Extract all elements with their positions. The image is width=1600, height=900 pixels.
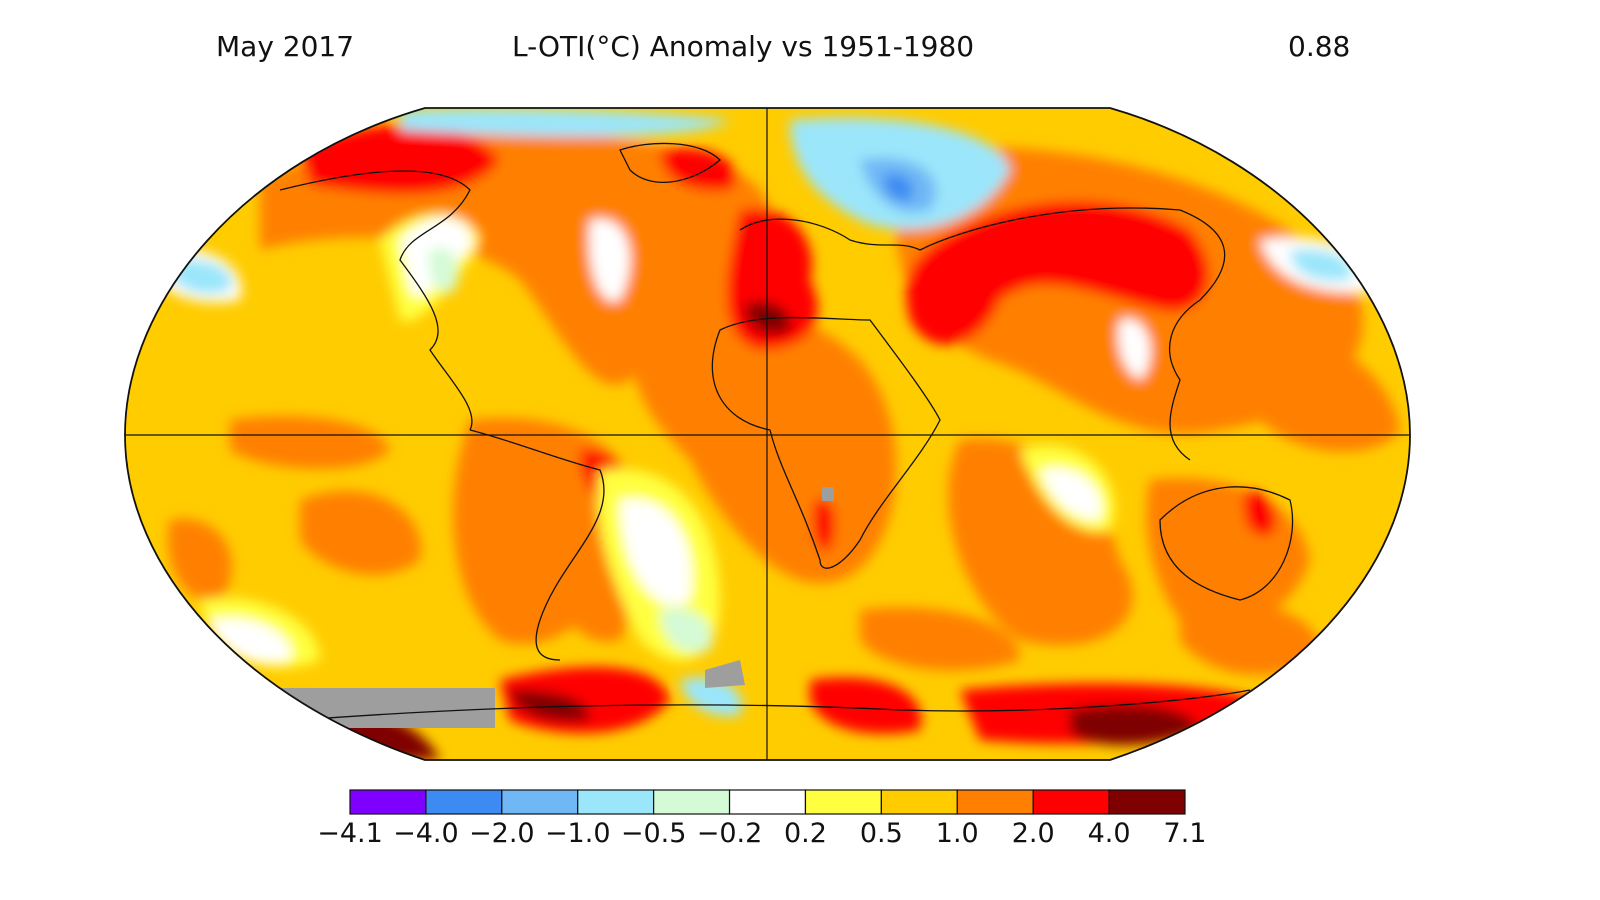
colorbar-swatch	[349, 789, 427, 815]
colorbar-tick-label: 0.2	[783, 818, 827, 849]
colorbar-tick-label: −0.2	[696, 818, 763, 849]
colorbar-swatch	[425, 789, 503, 815]
colorbar-swatch	[1032, 789, 1110, 815]
colorbar-swatch	[804, 789, 882, 815]
global-mean-anomaly: 0.88	[1288, 30, 1351, 63]
colorbar-swatch	[501, 789, 579, 815]
map-title: L-OTI(°C) Anomaly vs 1951-1980	[512, 30, 975, 63]
colorbar-tick-label: 4.0	[1087, 818, 1131, 849]
anomaly-field	[125, 108, 1410, 760]
colorbar-swatch	[956, 789, 1034, 815]
colorbar-swatch	[653, 789, 731, 815]
colorbar-tick-label: −1.0	[544, 818, 611, 849]
missing-data-region	[822, 487, 834, 501]
colorbar-tick-label: −4.1	[317, 818, 383, 849]
colorbar-tick-label: −2.0	[469, 818, 535, 849]
colorbar-tick-label: 7.1	[1163, 818, 1207, 849]
colorbar-tick-label: −4.0	[393, 818, 459, 849]
coastlines	[279, 142, 1294, 721]
colorbar-tick-label: 1.0	[935, 818, 979, 849]
colorbar-swatch	[1108, 789, 1186, 815]
colorbar-swatch	[880, 789, 958, 815]
map-date: May 2017	[216, 30, 355, 63]
colorbar	[349, 789, 1186, 815]
colorbar-tick-label: 2.0	[1011, 818, 1055, 849]
colorbar-swatch	[728, 789, 807, 815]
missing-data-region	[705, 660, 745, 688]
colorbar-tick-label: −0.5	[620, 818, 687, 849]
colorbar-swatch	[577, 789, 655, 815]
colorbar-tick-label: 0.5	[859, 818, 903, 849]
